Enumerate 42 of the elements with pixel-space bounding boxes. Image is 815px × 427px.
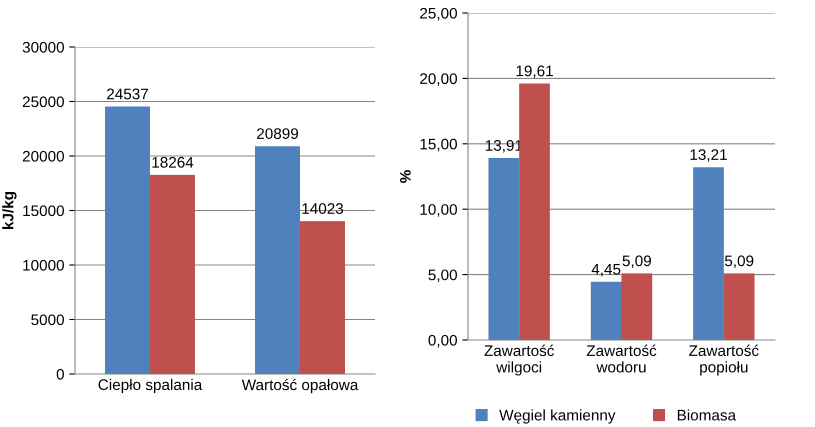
data-label: 18264	[152, 156, 194, 168]
bar	[300, 221, 345, 374]
data-label: 13,91	[486, 140, 522, 153]
y-tick-label: 20000	[22, 150, 64, 162]
y-tick-label: 0,00	[428, 334, 457, 348]
x-tick-label: Zawartość popiołu	[689, 344, 759, 376]
data-label: 5,09	[724, 255, 754, 268]
bar	[150, 174, 195, 374]
y-tick-label: 30000	[22, 42, 64, 53]
bar	[724, 273, 755, 340]
y-tick-label: 10,00	[420, 204, 457, 217]
bar	[693, 167, 724, 340]
y-tick-label: 5,00	[428, 269, 457, 282]
data-label: 14023	[302, 203, 344, 214]
y-tick-label: 0	[56, 368, 64, 380]
bar	[488, 158, 520, 340]
x-tick-label: Zawartość wodoru	[586, 344, 656, 373]
data-label: 13,21	[690, 149, 727, 162]
bar	[590, 282, 622, 340]
bar	[105, 106, 150, 374]
legend-label: Węgiel kamienny	[499, 409, 616, 424]
y-axis-title: %	[400, 170, 411, 183]
y-tick-label: 15000	[23, 205, 64, 216]
y-tick-label: 25000	[22, 96, 64, 108]
data-label: 19,61	[516, 65, 553, 78]
x-tick-label: Wartość opałowa	[242, 378, 358, 394]
y-tick-label: 5000	[31, 314, 64, 326]
x-tick-label: Zawartość wilgoci	[484, 344, 554, 376]
data-label: 5,09	[622, 255, 651, 268]
bar	[622, 273, 652, 340]
y-tick-label: 20,00	[420, 73, 457, 86]
data-label: 4,45	[592, 264, 620, 276]
data-label: 20899	[257, 128, 298, 140]
y-tick-label: 15,00	[420, 138, 457, 152]
legend-label: Biomasa	[678, 409, 736, 421]
bar	[519, 84, 550, 340]
x-tick-label: Ciepło spalania	[98, 378, 202, 394]
data-label: 24537	[107, 88, 148, 100]
y-tick-label: 10000	[23, 260, 64, 271]
bar	[255, 146, 300, 374]
y-tick-label: 25,00	[420, 8, 457, 20]
y-axis-title: kJ/kg	[2, 192, 17, 229]
